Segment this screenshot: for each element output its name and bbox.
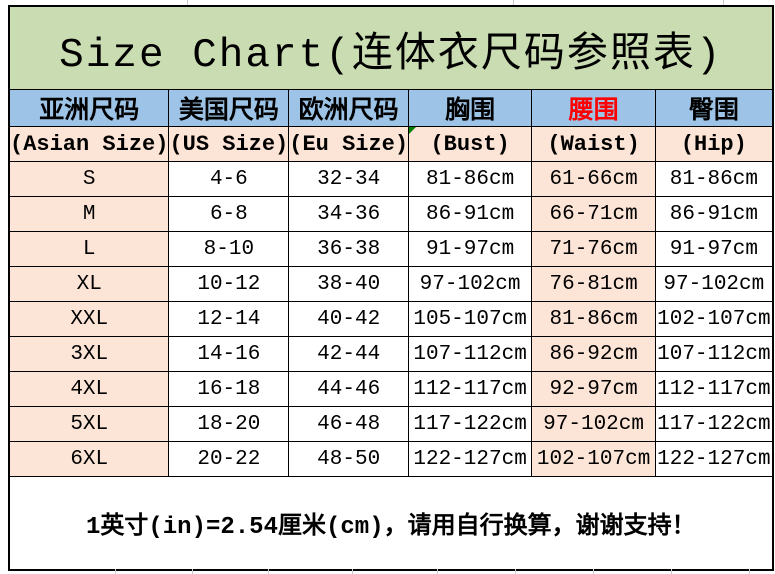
title-row: Size Chart(连体衣尺码参照表) [8, 5, 774, 90]
gridline-tick [437, 569, 438, 574]
gridline-tick [352, 569, 353, 574]
cell-error-triangle-icon [409, 127, 417, 134]
col-header-bust: 胸围 [408, 89, 533, 127]
bust-cell: 122-127cm [408, 441, 533, 477]
col-subheader-hip: (Hip) [655, 126, 774, 162]
hip-cell: 102-107cm [655, 301, 774, 337]
us-size-cell: 14-16 [168, 336, 290, 372]
hip-cell: 91-97cm [655, 231, 774, 267]
us-size-cell: 8-10 [168, 231, 290, 267]
waist-cell: 81-86cm [531, 301, 657, 337]
eu-size-cell: 36-38 [288, 231, 410, 267]
eu-size-cell: 34-36 [288, 196, 410, 232]
eu-size-cell: 32-34 [288, 161, 410, 197]
bust-cell: 117-122cm [408, 406, 533, 442]
waist-cell: 71-76cm [531, 231, 657, 267]
waist-cell: 97-102cm [531, 406, 657, 442]
table-row: 4XL 16-18 44-46 112-117cm 92-97cm 112-11… [8, 371, 774, 407]
table-row: M 6-8 34-36 86-91cm 66-71cm 86-91cm [8, 196, 774, 232]
gridline-tick [749, 569, 750, 574]
hip-cell: 97-102cm [655, 266, 774, 302]
size-cell: 6XL [8, 441, 170, 477]
us-size-cell: 10-12 [168, 266, 290, 302]
bust-cell: 105-107cm [408, 301, 533, 337]
eu-size-cell: 40-42 [288, 301, 410, 337]
hip-cell: 86-91cm [655, 196, 774, 232]
col-header-hip: 臀围 [655, 89, 774, 127]
bust-cell: 97-102cm [408, 266, 533, 302]
footer-row: 1英寸(in)=2.54厘米(cm)，请用自行换算，谢谢支持！ [8, 476, 774, 571]
table-row: XL 10-12 38-40 97-102cm 76-81cm 97-102cm [8, 266, 774, 302]
table-row: S 4-6 32-34 81-86cm 61-66cm 81-86cm [8, 161, 774, 197]
table-row: 3XL 14-16 42-44 107-112cm 86-92cm 107-11… [8, 336, 774, 372]
size-cell: L [8, 231, 170, 267]
header-row-cn: 亚洲尺码 美国尺码 欧洲尺码 胸围 腰围 臀围 [8, 89, 774, 127]
waist-cell: 76-81cm [531, 266, 657, 302]
us-size-cell: 18-20 [168, 406, 290, 442]
size-cell: 3XL [8, 336, 170, 372]
conversion-note: 1英寸(in)=2.54厘米(cm)，请用自行换算，谢谢支持！ [8, 476, 774, 571]
col-header-asian-size: 亚洲尺码 [8, 89, 170, 127]
table-row: 5XL 18-20 46-48 117-122cm 97-102cm 117-1… [8, 406, 774, 442]
gridline-tick [187, 0, 188, 5]
waist-cell: 61-66cm [531, 161, 657, 197]
page-title: Size Chart(连体衣尺码参照表) [8, 5, 774, 90]
us-size-cell: 6-8 [168, 196, 290, 232]
header-row-en: (Asian Size) (US Size) (Eu Size) (Bust) … [8, 126, 774, 162]
us-size-cell: 20-22 [168, 441, 290, 477]
size-chart-table: Size Chart(连体衣尺码参照表) 亚洲尺码 美国尺码 欧洲尺码 胸围 腰… [8, 5, 774, 571]
us-size-cell: 16-18 [168, 371, 290, 407]
gridline-tick [723, 0, 724, 5]
col-subheader-bust: (Bust) [408, 126, 533, 162]
eu-size-cell: 38-40 [288, 266, 410, 302]
hip-cell: 122-127cm [655, 441, 774, 477]
hip-cell: 112-117cm [655, 371, 774, 407]
size-chart-sheet: Size Chart(连体衣尺码参照表) 亚洲尺码 美国尺码 欧洲尺码 胸围 腰… [8, 5, 774, 571]
col-header-waist: 腰围 [531, 89, 657, 127]
gridline-tick [268, 569, 269, 574]
gridline-tick [593, 569, 594, 574]
gridline-tick [671, 569, 672, 574]
col-subheader-waist: (Waist) [531, 126, 657, 162]
eu-size-cell: 46-48 [288, 406, 410, 442]
size-cell: XL [8, 266, 170, 302]
table-row: L 8-10 36-38 91-97cm 71-76cm 91-97cm [8, 231, 774, 267]
col-header-us-size: 美国尺码 [168, 89, 290, 127]
size-cell: 4XL [8, 371, 170, 407]
size-cell: 5XL [8, 406, 170, 442]
col-subheader-us-size: (US Size) [168, 126, 290, 162]
bust-cell: 86-91cm [408, 196, 533, 232]
us-size-cell: 4-6 [168, 161, 290, 197]
us-size-cell: 12-14 [168, 301, 290, 337]
col-subheader-asian-size: (Asian Size) [8, 126, 170, 162]
eu-size-cell: 42-44 [288, 336, 410, 372]
waist-cell: 86-92cm [531, 336, 657, 372]
gridline-tick [192, 569, 193, 574]
bust-cell: 107-112cm [408, 336, 533, 372]
size-cell: XXL [8, 301, 170, 337]
bust-cell: 81-86cm [408, 161, 533, 197]
bust-cell: 91-97cm [408, 231, 533, 267]
waist-cell: 92-97cm [531, 371, 657, 407]
size-cell: M [8, 196, 170, 232]
hip-cell: 81-86cm [655, 161, 774, 197]
waist-cell: 66-71cm [531, 196, 657, 232]
table-row: 6XL 20-22 48-50 122-127cm 102-107cm 122-… [8, 441, 774, 477]
waist-cell: 102-107cm [531, 441, 657, 477]
gridline-tick [115, 569, 116, 574]
gridline-tick [515, 569, 516, 574]
col-subheader-eu-size: (Eu Size) [288, 126, 410, 162]
col-header-eu-size: 欧洲尺码 [288, 89, 410, 127]
eu-size-cell: 48-50 [288, 441, 410, 477]
hip-cell: 117-122cm [655, 406, 774, 442]
size-cell: S [8, 161, 170, 197]
bust-cell: 112-117cm [408, 371, 533, 407]
table-row: XXL 12-14 40-42 105-107cm 81-86cm 102-10… [8, 301, 774, 337]
eu-size-cell: 44-46 [288, 371, 410, 407]
hip-cell: 107-112cm [655, 336, 774, 372]
gridline-tick [513, 0, 514, 5]
